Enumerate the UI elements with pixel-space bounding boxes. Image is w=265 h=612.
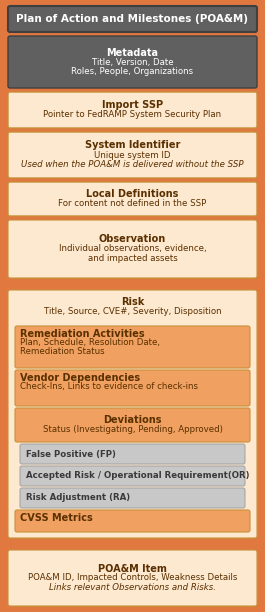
FancyBboxPatch shape [12, 294, 257, 538]
Text: and impacted assets: and impacted assets [88, 254, 177, 263]
Text: Links relevant Observations and Risks.: Links relevant Observations and Risks. [49, 583, 216, 592]
Text: Used when the POA&M is delivered without the SSP: Used when the POA&M is delivered without… [21, 160, 244, 169]
FancyBboxPatch shape [16, 228, 257, 278]
Text: Plan of Action and Milestones (POA&M): Plan of Action and Milestones (POA&M) [16, 14, 249, 24]
Text: Risk: Risk [121, 297, 144, 307]
Text: For content not defined in the SSP: For content not defined in the SSP [58, 200, 207, 208]
Text: Roles, People, Organizations: Roles, People, Organizations [72, 67, 193, 76]
FancyBboxPatch shape [20, 466, 245, 486]
FancyBboxPatch shape [15, 370, 250, 406]
Text: POA&M Item: POA&M Item [98, 564, 167, 573]
FancyBboxPatch shape [8, 132, 257, 178]
Text: Title, Source, CVE#, Severity, Disposition: Title, Source, CVE#, Severity, Dispositi… [44, 307, 221, 316]
Text: Status (Investigating, Pending, Approved): Status (Investigating, Pending, Approved… [43, 425, 222, 435]
FancyBboxPatch shape [8, 92, 257, 128]
Text: Title, Version, Date: Title, Version, Date [92, 58, 173, 67]
Text: Import SSP: Import SSP [102, 100, 163, 110]
FancyBboxPatch shape [8, 550, 257, 606]
FancyBboxPatch shape [8, 6, 257, 32]
FancyBboxPatch shape [12, 554, 257, 606]
Text: Observation: Observation [99, 234, 166, 245]
FancyBboxPatch shape [16, 298, 257, 538]
Text: Accepted Risk / Operational Requirement(OR): Accepted Risk / Operational Requirement(… [26, 471, 250, 480]
Text: Local Definitions: Local Definitions [86, 189, 179, 200]
Text: Risk Adjustment (RA): Risk Adjustment (RA) [26, 493, 130, 502]
FancyBboxPatch shape [8, 220, 257, 278]
Text: Individual observations, evidence,: Individual observations, evidence, [59, 245, 206, 253]
FancyBboxPatch shape [8, 36, 257, 88]
Text: Remediation Status: Remediation Status [20, 348, 105, 357]
Text: Plan, Schedule, Resolution Date,: Plan, Schedule, Resolution Date, [20, 338, 160, 348]
Text: Metadata: Metadata [107, 48, 158, 58]
Text: False Positive (FP): False Positive (FP) [26, 449, 116, 458]
FancyBboxPatch shape [12, 224, 257, 278]
Text: Unique system ID: Unique system ID [94, 151, 171, 160]
Text: Deviations: Deviations [103, 416, 162, 425]
FancyBboxPatch shape [16, 558, 257, 606]
FancyBboxPatch shape [8, 182, 257, 216]
FancyBboxPatch shape [8, 290, 257, 538]
Text: Vendor Dependencies: Vendor Dependencies [20, 373, 140, 383]
FancyBboxPatch shape [20, 444, 245, 464]
Text: Pointer to FedRAMP System Security Plan: Pointer to FedRAMP System Security Plan [43, 110, 222, 119]
Text: System Identifier: System Identifier [85, 141, 180, 151]
Text: Remediation Activities: Remediation Activities [20, 329, 145, 339]
FancyBboxPatch shape [15, 408, 250, 442]
FancyBboxPatch shape [15, 510, 250, 532]
FancyBboxPatch shape [20, 488, 245, 508]
Text: Check-Ins, Links to evidence of check-ins: Check-Ins, Links to evidence of check-in… [20, 382, 198, 392]
Text: POA&M ID, Impacted Controls, Weakness Details: POA&M ID, Impacted Controls, Weakness De… [28, 573, 237, 583]
FancyBboxPatch shape [15, 326, 250, 368]
Text: CVSS Metrics: CVSS Metrics [20, 513, 93, 523]
